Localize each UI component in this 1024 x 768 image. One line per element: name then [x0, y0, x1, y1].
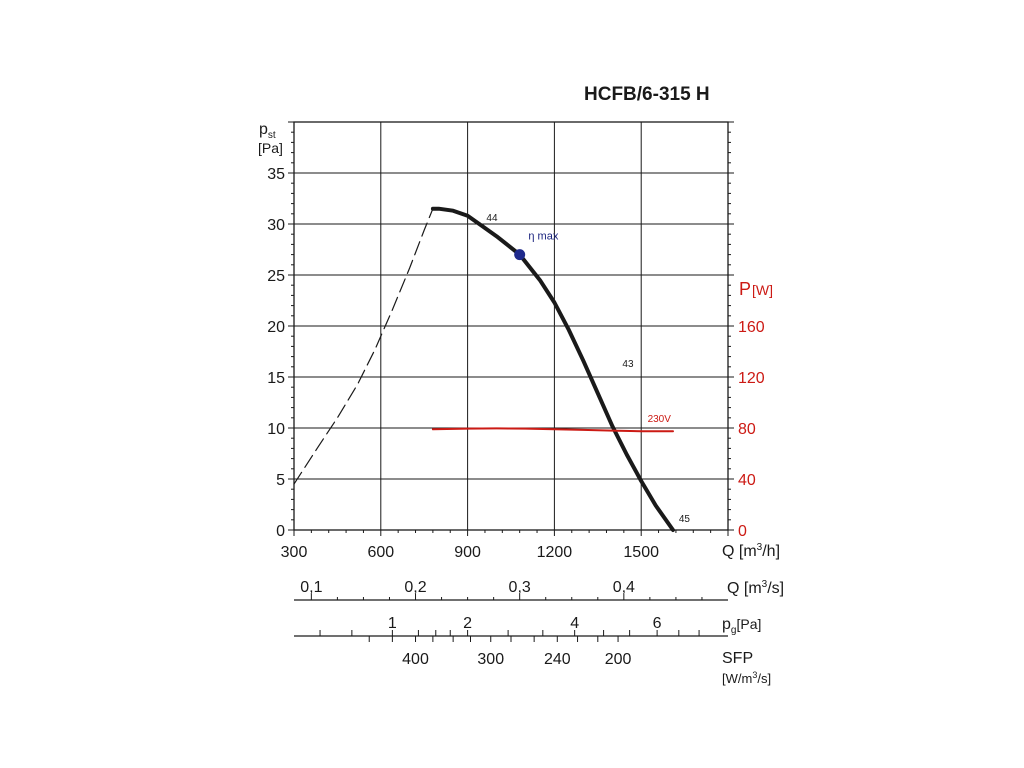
scale-label-sfp: 200	[605, 651, 632, 668]
curves	[293, 206, 675, 532]
y-axis-unit: [Pa]	[258, 140, 283, 156]
chart-title: HCFB/6-315 H	[584, 84, 710, 105]
scale-label-q-m3s: 0,3	[509, 579, 531, 596]
y-tick-label: 25	[267, 268, 285, 285]
scale-label-pg: 6	[653, 615, 662, 632]
y-tick-label: 20	[267, 319, 285, 336]
secondary-scales: 0,1 0,2 0,3 0,4 1 2 4 6 400 300 240 200	[294, 579, 728, 668]
annotation-label: 44	[486, 213, 498, 224]
point-eta-max	[514, 249, 526, 261]
scale-sfp-label: SFP	[722, 650, 753, 667]
y-axis-ticks: 0 5 10 15 20 25 30 35	[267, 121, 294, 540]
annotation-label: η max	[528, 230, 558, 242]
y2-tick-label: 80	[738, 421, 756, 438]
series-pressure	[430, 206, 675, 532]
scale-label-q-m3s: 0,4	[613, 579, 635, 596]
y2-tick-label: 160	[738, 319, 765, 336]
scale-label-pg: 4	[570, 615, 579, 632]
scale-label-q-m3s: 0,1	[300, 579, 322, 596]
y2-tick-label: 0	[738, 523, 747, 540]
series-power	[431, 427, 674, 433]
y-tick-label: 30	[267, 217, 285, 234]
annotation-label: 43	[622, 359, 634, 370]
y-axis-label-main: p	[259, 121, 268, 138]
y-tick-label: 15	[267, 370, 285, 387]
x-tick-label: 900	[454, 544, 481, 561]
scale-label-pg: 2	[463, 615, 472, 632]
x-tick-label: 1200	[537, 544, 573, 561]
x-tick-label: 600	[367, 544, 394, 561]
y-axis-label-sub: st	[268, 130, 276, 141]
scale-label-sfp: 300	[477, 651, 504, 668]
y-tick-label: 10	[267, 421, 285, 438]
y-tick-label: 5	[276, 472, 285, 489]
y2-axis-unit: [W]	[752, 282, 773, 298]
x-axis-label: Q [m3/h]	[722, 542, 780, 560]
y2-tick-label: 40	[738, 472, 756, 489]
y-axis-label: pst	[259, 121, 276, 141]
annotation-label: 230V	[648, 414, 672, 425]
grid	[294, 122, 728, 530]
scale-label-sfp: 240	[544, 651, 571, 668]
y2-axis-ticks: 0 40 80 120 160	[728, 121, 765, 540]
y-tick-label: 0	[276, 523, 285, 540]
y2-axis-label: P[W]	[739, 279, 773, 299]
x-tick-label: 300	[281, 544, 308, 561]
y2-axis-label-main: P	[739, 279, 751, 299]
scale-sfp-unit: [W/m3/s]	[722, 670, 771, 686]
annotation-label: 45	[679, 514, 691, 525]
y2-tick-label: 120	[738, 370, 765, 387]
x-tick-label: 1500	[623, 544, 659, 561]
scale-label-q-m3s: 0,2	[404, 579, 426, 596]
annotations: 44 43 45 230V η max	[486, 213, 690, 525]
scale-label-sfp: 400	[402, 651, 429, 668]
scale-q-m3s-label: Q [m3/s]	[727, 579, 784, 597]
x-axis-ticks: 300 600 900 1200 1500	[281, 530, 729, 561]
scale-pg-label: pg[Pa]	[722, 616, 761, 636]
y-tick-label: 35	[267, 166, 285, 183]
scale-label-pg: 1	[388, 615, 397, 632]
series-pressure-unstable	[293, 208, 434, 485]
